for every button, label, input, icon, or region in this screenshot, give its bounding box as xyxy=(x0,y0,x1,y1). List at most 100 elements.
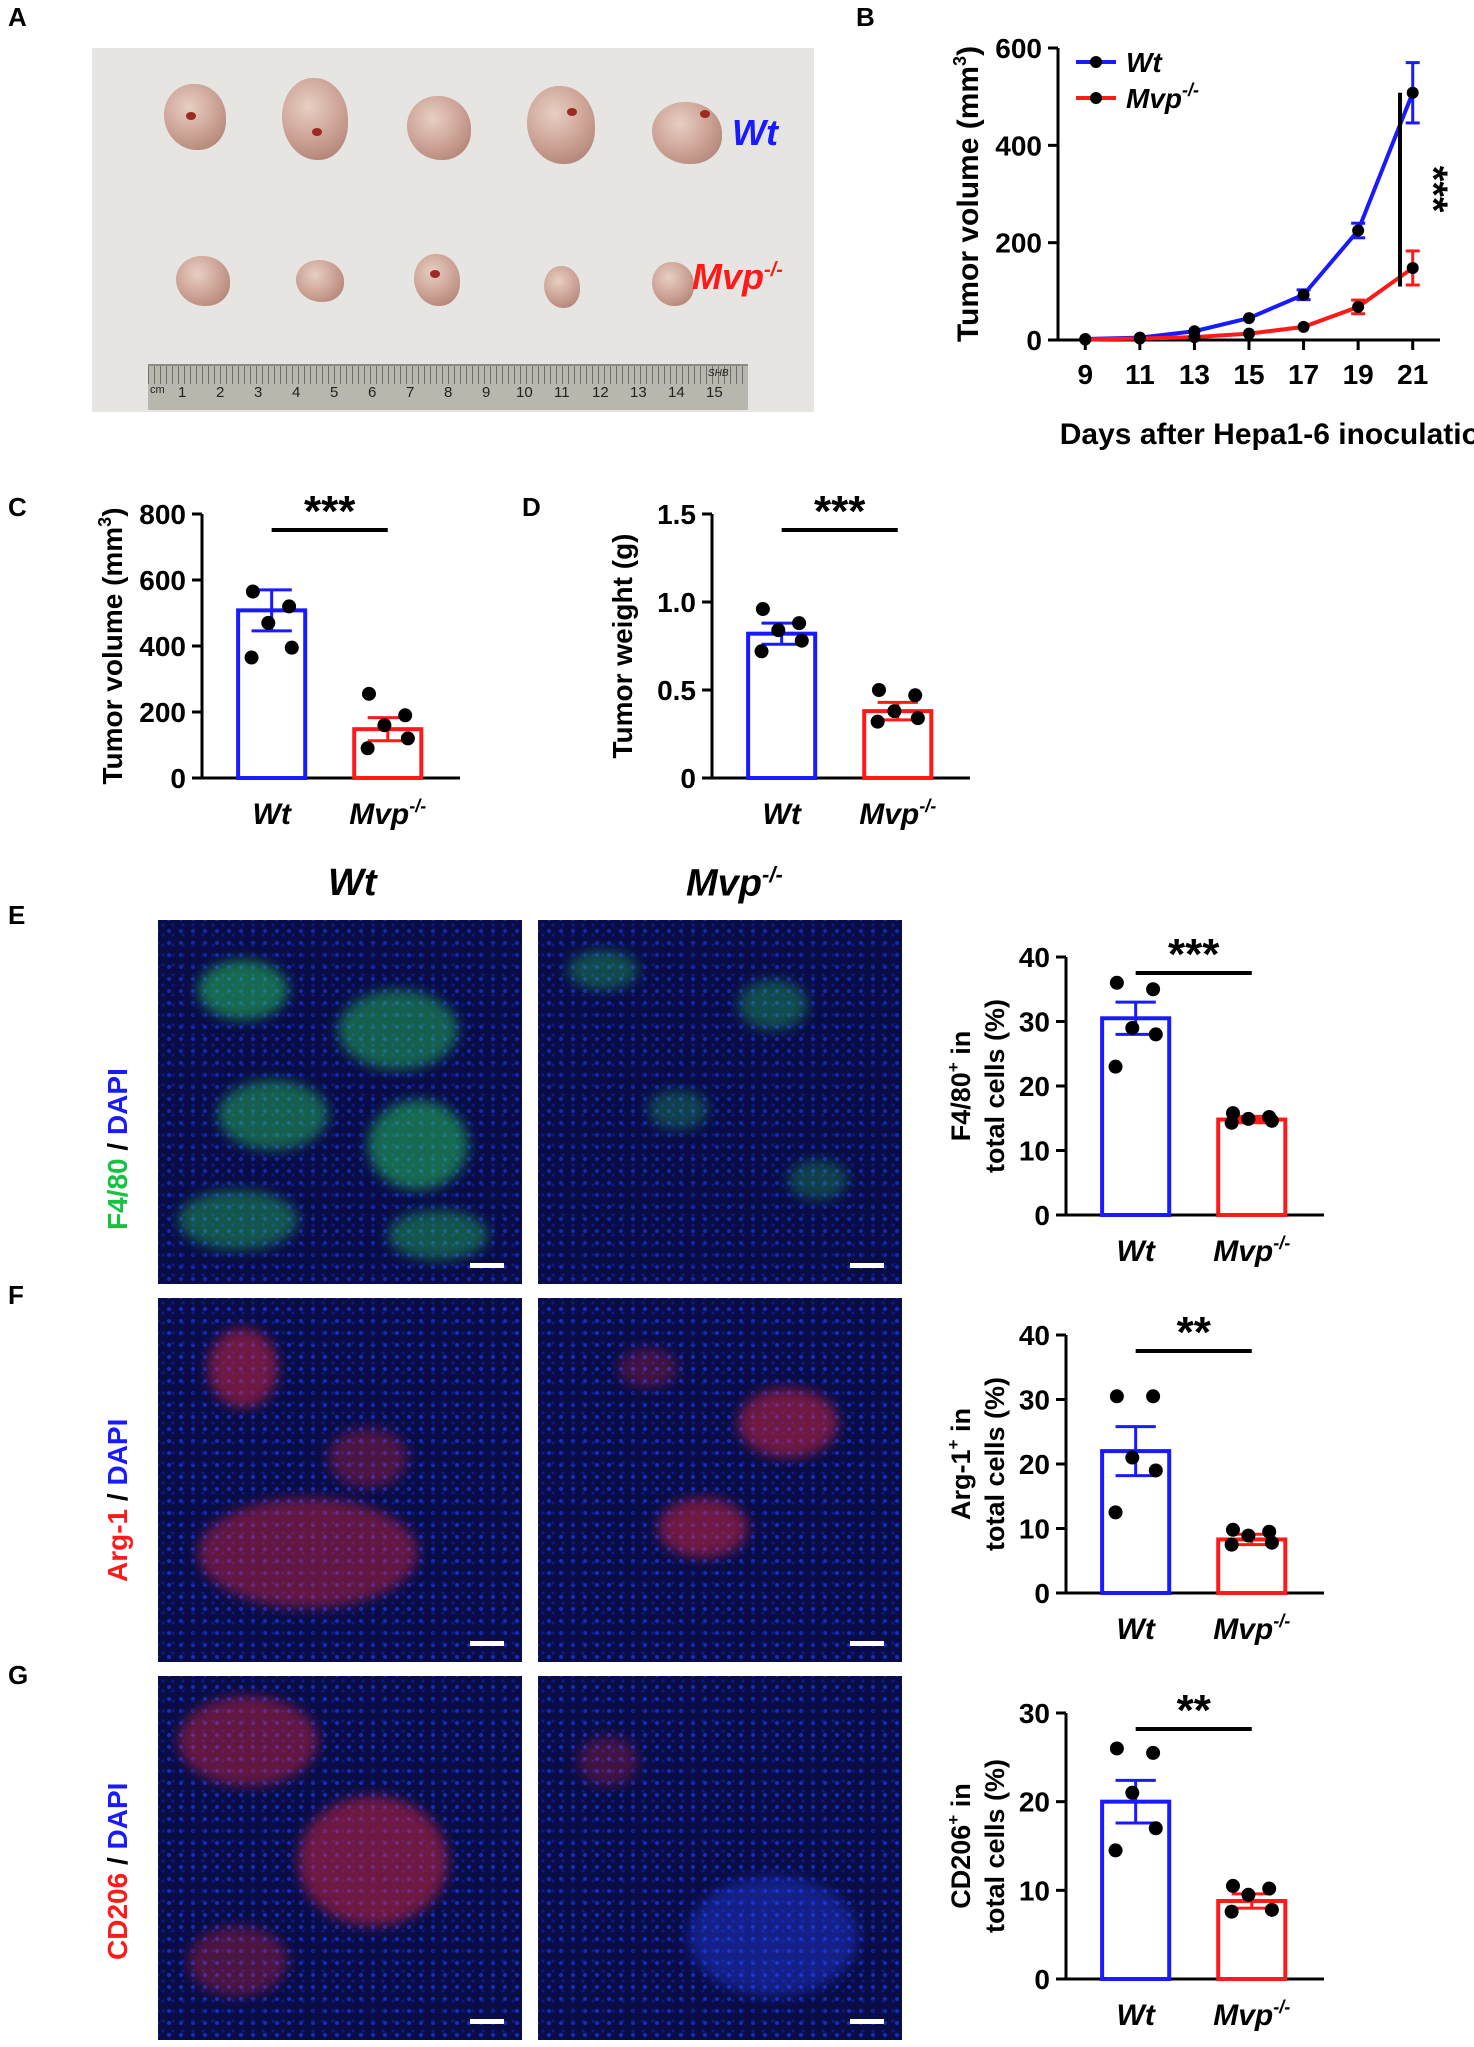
e-y-axis-label-1: F4/80+ in xyxy=(944,1031,976,1141)
d-x-label-1: Mvp-/- xyxy=(859,796,936,831)
e-point-0 xyxy=(1125,1020,1140,1035)
g-y-tick-label: 0 xyxy=(1034,1964,1050,1995)
c-point-1 xyxy=(400,731,415,746)
d-point-0 xyxy=(794,633,809,648)
g-point-1 xyxy=(1241,1887,1256,1902)
ruler-n2: 2 xyxy=(216,384,225,401)
b-point-0 xyxy=(1352,224,1365,237)
f-y-axis-label-1-sup: + xyxy=(944,1439,963,1449)
photo-mvp-name: Mvp xyxy=(692,256,764,297)
b-point-1 xyxy=(1297,320,1310,333)
f-point-1 xyxy=(1264,1535,1279,1550)
e-y-axis-label-1-end: in xyxy=(946,1031,976,1063)
stain-f-sep: / xyxy=(102,1485,133,1509)
c-y-tick-label: 800 xyxy=(139,499,186,530)
e-y-tick-label: 40 xyxy=(1019,942,1050,973)
g-x-label-0: Wt xyxy=(1117,1999,1157,2032)
panel-letter-c: C xyxy=(8,492,27,522)
e-point-1 xyxy=(1241,1111,1256,1126)
d-point-0 xyxy=(754,644,769,659)
chart-d-tumor-weight: 0 0.5 1.0 1.5 Wt Mvp-/- *** Tumor weight (g) xyxy=(607,487,970,831)
ruler-n7: 7 xyxy=(406,384,415,401)
d-point-0 xyxy=(755,602,770,617)
g-point-0 xyxy=(1148,1821,1163,1836)
g-significance-stars: ** xyxy=(1177,1686,1212,1735)
e-y-axis-label-2: total cells (%) xyxy=(980,999,1010,1173)
d-x-label-name-1: Mvp xyxy=(859,798,919,831)
ruler-n10: 10 xyxy=(516,384,533,401)
b-legend-sup-1: -/- xyxy=(1182,80,1199,100)
panel-letter-d: D xyxy=(522,492,541,522)
b-y-axis-label-sup: 3 xyxy=(950,56,970,66)
f-x-label-0: Wt xyxy=(1117,1613,1157,1646)
ruler-n3: 3 xyxy=(254,384,263,401)
panel-letter-e: E xyxy=(8,900,26,930)
tumor-mvp-1 xyxy=(176,256,230,306)
g-point-1 xyxy=(1264,1902,1279,1917)
d-point-1 xyxy=(870,714,885,729)
ruler-n12: 12 xyxy=(592,384,609,401)
e-bar-1 xyxy=(1216,1117,1288,1217)
micrograph-f-wt xyxy=(158,1298,522,1662)
panel-letter-f: F xyxy=(8,1280,24,1310)
b-x-tick-label: 11 xyxy=(1125,359,1155,390)
tumor-wt-4 xyxy=(527,86,595,164)
c-x-label-name-1: Mvp xyxy=(349,798,409,831)
stain-e-dapi: DAPI xyxy=(102,1068,133,1136)
f-point-0 xyxy=(1146,1389,1161,1404)
b-y-axis-label: Tumor volume (mm3) xyxy=(950,46,985,342)
tumor-wt-5 xyxy=(652,102,722,164)
c-y-axis-label: Tumor volume (mm3) xyxy=(95,507,128,784)
c-point-1 xyxy=(398,708,413,723)
ruler-n13: 13 xyxy=(630,384,647,401)
b-x-tick-label: 19 xyxy=(1343,359,1374,390)
b-legend-label-0: Wt xyxy=(1126,47,1163,78)
e-y-tick-label: 10 xyxy=(1019,1136,1050,1167)
c-y-tick-label: 0 xyxy=(170,763,186,794)
e-point-0 xyxy=(1108,1059,1123,1074)
ruler-unit: cm xyxy=(150,384,165,396)
ruler-n4: 4 xyxy=(292,384,301,401)
d-point-1 xyxy=(887,704,902,719)
chart-f-arg1: 0 10 20 30 40 Wt Mvp-/- ** Arg-1+ in total cells … xyxy=(944,1308,1324,1646)
d-y-tick-label: 1.5 xyxy=(657,499,696,530)
f-point-1 xyxy=(1225,1522,1240,1537)
f-y-tick-label: 20 xyxy=(1019,1449,1050,1480)
ruler-n5: 5 xyxy=(330,384,339,401)
b-legend-label-1: Mvp-/- xyxy=(1126,80,1199,114)
f-point-0 xyxy=(1125,1450,1140,1465)
micrograph-e-wt xyxy=(158,920,522,1284)
e-y-tick-label: 0 xyxy=(1034,1200,1050,1231)
d-significance-stars: *** xyxy=(814,487,866,536)
b-y-tick-label: 0 xyxy=(1026,325,1042,356)
d-x-label-0: Wt xyxy=(763,798,803,831)
photo-mvp-sup: -/- xyxy=(764,259,783,281)
b-point-1 xyxy=(1406,261,1419,274)
b-legend-marker-0 xyxy=(1090,56,1102,68)
ruler-n14: 14 xyxy=(668,384,685,401)
column-header-wt: Wt xyxy=(328,862,377,904)
f-y-axis-label-1-text: Arg-1 xyxy=(946,1449,976,1520)
g-y-axis-label-2: total cells (%) xyxy=(980,1759,1010,1933)
d-y-axis-label: Tumor weight (g) xyxy=(607,534,638,759)
b-x-tick-label: 21 xyxy=(1397,359,1428,390)
b-point-0 xyxy=(1243,312,1255,325)
b-legend-name-1: Mvp xyxy=(1126,83,1182,114)
e-x-label-1: Mvp-/- xyxy=(1213,1233,1290,1268)
ruler-n9: 9 xyxy=(482,384,491,401)
b-y-axis-label-end: ) xyxy=(952,46,985,56)
c-bar-0 xyxy=(236,608,308,780)
f-point-1 xyxy=(1262,1524,1277,1539)
micrograph-g-mvp xyxy=(538,1676,902,2040)
scale-bar-e-wt xyxy=(470,1263,504,1268)
g-x-label-sup-1: -/- xyxy=(1273,1997,1290,2017)
scale-bar-g-wt xyxy=(470,2019,504,2024)
e-point-1 xyxy=(1264,1113,1279,1128)
ruler-n15: 15 xyxy=(706,384,723,401)
tumor-wt-2 xyxy=(282,78,348,160)
photo-mvp-label: Mvp-/- xyxy=(692,256,783,298)
g-point-0 xyxy=(1125,1785,1140,1800)
g-point-0 xyxy=(1109,1741,1124,1756)
chart-b-tumor-growth: 0 200 400 600 9 11 13 15 17 19 21 Days after Hepa1-… xyxy=(950,33,1474,451)
stain-label-e: F4/80 / DAPI xyxy=(102,1068,134,1230)
